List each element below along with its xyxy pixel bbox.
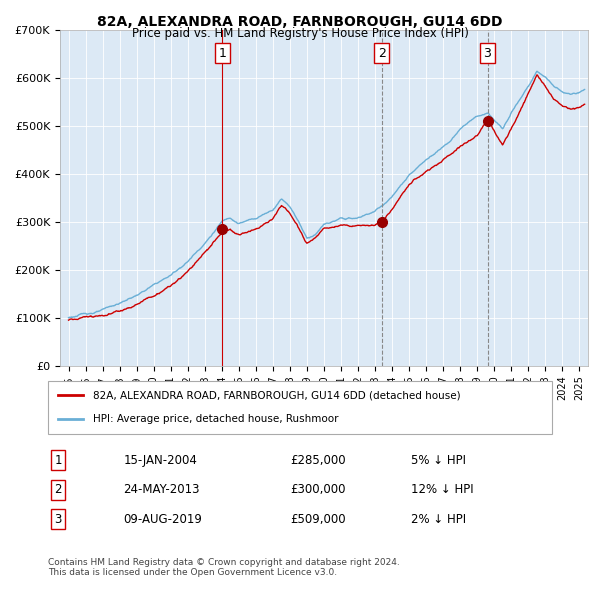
Text: 2: 2 xyxy=(55,483,62,496)
FancyBboxPatch shape xyxy=(48,381,552,434)
Text: 3: 3 xyxy=(55,513,62,526)
Text: Price paid vs. HM Land Registry's House Price Index (HPI): Price paid vs. HM Land Registry's House … xyxy=(131,27,469,40)
Text: 2% ↓ HPI: 2% ↓ HPI xyxy=(411,513,466,526)
Text: 15-JAN-2004: 15-JAN-2004 xyxy=(124,454,197,467)
Text: £285,000: £285,000 xyxy=(290,454,346,467)
Text: 12% ↓ HPI: 12% ↓ HPI xyxy=(411,483,473,496)
Text: 82A, ALEXANDRA ROAD, FARNBOROUGH, GU14 6DD: 82A, ALEXANDRA ROAD, FARNBOROUGH, GU14 6… xyxy=(97,15,503,29)
Text: £509,000: £509,000 xyxy=(290,513,346,526)
Text: 82A, ALEXANDRA ROAD, FARNBOROUGH, GU14 6DD (detached house): 82A, ALEXANDRA ROAD, FARNBOROUGH, GU14 6… xyxy=(94,391,461,401)
Text: 1: 1 xyxy=(218,47,226,60)
Text: 5% ↓ HPI: 5% ↓ HPI xyxy=(411,454,466,467)
Text: £300,000: £300,000 xyxy=(290,483,346,496)
Text: 2: 2 xyxy=(378,47,386,60)
Text: Contains HM Land Registry data © Crown copyright and database right 2024.
This d: Contains HM Land Registry data © Crown c… xyxy=(48,558,400,577)
Text: HPI: Average price, detached house, Rushmoor: HPI: Average price, detached house, Rush… xyxy=(94,414,339,424)
Text: 3: 3 xyxy=(484,47,491,60)
Text: 1: 1 xyxy=(55,454,62,467)
Text: 09-AUG-2019: 09-AUG-2019 xyxy=(124,513,202,526)
Text: 24-MAY-2013: 24-MAY-2013 xyxy=(124,483,200,496)
